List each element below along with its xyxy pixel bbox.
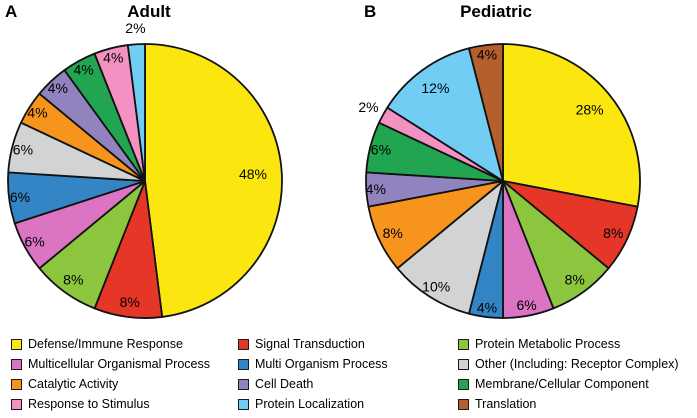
legend: Defense/Immune Response Multicellular Org…	[0, 334, 697, 418]
legend-swatch-response-to-stimulus	[11, 398, 22, 410]
chart-title-pediatric: Pediatric	[460, 2, 532, 21]
legend-label: Multi Organism Process	[255, 357, 388, 371]
legend-label: Other (Including: Receptor Complex)	[475, 357, 679, 371]
pediatric-percent-label-multicellular-organismal-process: 6%	[516, 297, 536, 313]
pie-charts-svg: 48%8%8%6%6%6%4%4%4%4%2%28%8%8%6%4%10%8%4…	[7, 20, 641, 319]
pediatric-percent-label-other-including-receptor-complex: 10%	[422, 278, 450, 294]
legend-swatch-cell-death	[238, 378, 249, 390]
panel-label-b: B	[364, 2, 377, 21]
legend-swatch-multi-organism-process	[238, 358, 249, 370]
legend-column-3: Protein Metabolic Process Other (Includin…	[458, 334, 679, 414]
adult-percent-label-catalytic-activity: 4%	[27, 105, 47, 121]
legend-label: Response to Stimulus	[28, 397, 150, 411]
adult-percent-label-defense-immune-response: 48%	[239, 166, 267, 182]
legend-label: Protein Localization	[255, 397, 365, 411]
pediatric-percent-label-defense-immune-response: 28%	[576, 101, 604, 117]
legend-item-multi-organism-process: Multi Organism Process	[238, 354, 388, 374]
adult-slice-defense-immune-response	[144, 43, 283, 318]
panel-label-a: A	[5, 2, 18, 21]
legend-label: Defense/Immune Response	[28, 337, 183, 351]
adult-percent-label-protein-metabolic-process: 8%	[63, 272, 83, 288]
legend-item-defense-immune-response: Defense/Immune Response	[11, 334, 210, 354]
legend-label: Cell Death	[255, 377, 314, 391]
adult-percent-label-membrane-cellular-component: 4%	[73, 61, 93, 77]
adult-percent-label-multicellular-organismal-process: 6%	[24, 234, 44, 250]
adult-percent-label-other-including-receptor-complex: 6%	[13, 142, 33, 158]
legend-swatch-translation	[458, 398, 469, 410]
legend-item-response-to-stimulus: Response to Stimulus	[11, 394, 210, 414]
pediatric-percent-label-signal-transduction: 8%	[603, 225, 623, 241]
adult-percent-label-protein-localization: 2%	[125, 20, 145, 36]
pediatric-percent-label-translation: 4%	[477, 47, 497, 63]
legend-column-1: Defense/Immune Response Multicellular Org…	[11, 334, 210, 414]
chart-title-adult: Adult	[127, 2, 171, 21]
pediatric-slice-translation	[468, 43, 504, 182]
pediatric-slice-defense-immune-response	[502, 43, 641, 208]
legend-label: Membrane/Cellular Component	[475, 377, 649, 391]
pediatric-percent-label-protein-localization: 12%	[421, 80, 449, 96]
legend-swatch-membrane-cellular-component	[458, 378, 469, 390]
adult-percent-label-signal-transduction: 8%	[120, 294, 140, 310]
legend-swatch-signal-transduction	[238, 338, 249, 350]
pediatric-percent-label-response-to-stimulus: 2%	[358, 99, 378, 115]
adult-slice-protein-localization	[126, 43, 146, 182]
legend-label: Signal Transduction	[255, 337, 365, 351]
pediatric-percent-label-multi-organism-process: 4%	[477, 299, 497, 315]
legend-label: Protein Metabolic Process	[475, 337, 621, 351]
legend-swatch-multicellular-organismal-process	[11, 358, 22, 370]
legend-label: Translation	[475, 397, 537, 411]
legend-item-cell-death: Cell Death	[238, 374, 388, 394]
pediatric-slice-other-including-receptor-complex	[396, 180, 504, 315]
legend-item-signal-transduction: Signal Transduction	[238, 334, 388, 354]
legend-label: Multicellular Organismal Process	[28, 357, 211, 371]
legend-swatch-protein-metabolic-process	[458, 338, 469, 350]
legend-item-catalytic-activity: Catalytic Activity	[11, 374, 210, 394]
legend-swatch-protein-localization	[238, 398, 249, 410]
adult-percent-label-multi-organism-process: 6%	[10, 189, 30, 205]
pediatric-percent-label-membrane-cellular-component: 6%	[371, 142, 391, 158]
pediatric-percent-label-protein-metabolic-process: 8%	[565, 272, 585, 288]
legend-swatch-defense-immune-response	[11, 338, 22, 350]
legend-item-protein-metabolic-process: Protein Metabolic Process	[458, 334, 679, 354]
adult-percent-label-cell-death: 4%	[48, 80, 68, 96]
pediatric-percent-label-cell-death: 4%	[366, 181, 386, 197]
legend-item-multicellular-organismal-process: Multicellular Organismal Process	[11, 354, 210, 374]
legend-item-other-including-receptor-complex: Other (Including: Receptor Complex)	[458, 354, 679, 374]
legend-item-translation: Translation	[458, 394, 679, 414]
legend-label: Catalytic Activity	[28, 377, 119, 391]
adult-percent-label-response-to-stimulus: 4%	[103, 50, 123, 66]
legend-item-membrane-cellular-component: Membrane/Cellular Component	[458, 374, 679, 394]
pediatric-percent-label-catalytic-activity: 8%	[383, 225, 403, 241]
legend-column-2: Signal Transduction Multi Organism Proces…	[238, 334, 388, 414]
legend-swatch-other-including-receptor-complex	[458, 358, 469, 370]
pediatric-slice-protein-localization	[386, 47, 504, 182]
legend-item-protein-localization: Protein Localization	[238, 394, 388, 414]
legend-swatch-catalytic-activity	[11, 378, 22, 390]
